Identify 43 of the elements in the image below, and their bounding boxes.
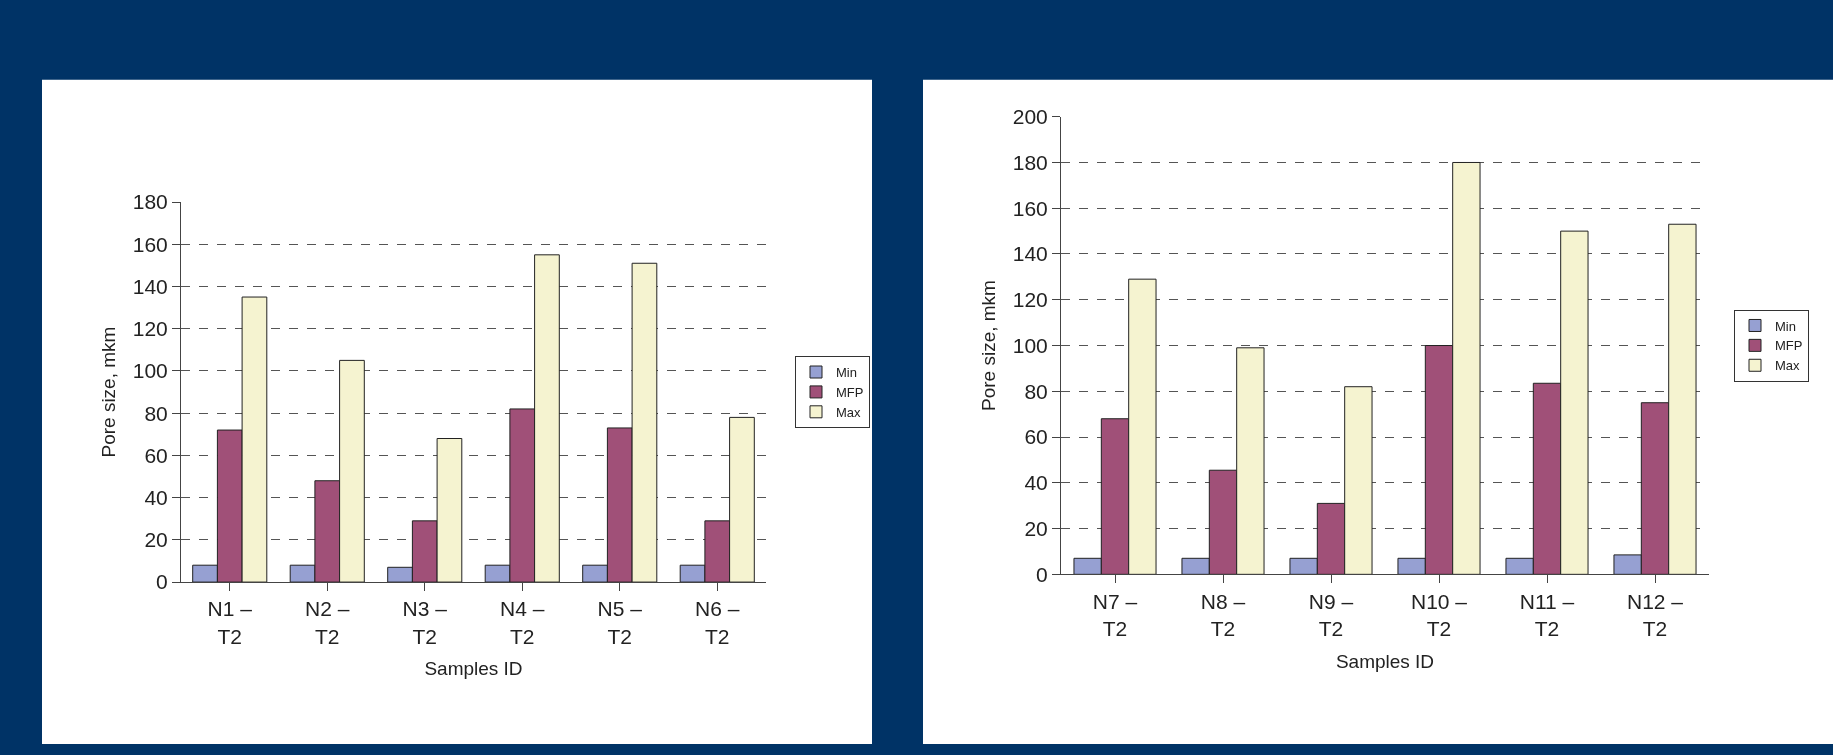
y-axis-title: Pore size, mkm bbox=[97, 326, 119, 458]
y-tick-label: 180 bbox=[132, 190, 168, 214]
y-tick-label: 20 bbox=[144, 528, 168, 552]
y-tick-label: 60 bbox=[144, 443, 168, 467]
x-tick-label: N12 – T2 bbox=[1626, 589, 1684, 640]
legend-label: MFP bbox=[836, 384, 864, 400]
y-tick-label: 100 bbox=[1012, 333, 1048, 357]
x-tick-label: N6 – T2 bbox=[695, 597, 740, 648]
x-tick-label: N5 – T2 bbox=[597, 597, 643, 648]
y-tick-label: 120 bbox=[1012, 288, 1048, 312]
y-tick-label: 160 bbox=[132, 232, 168, 256]
legend-label: Min bbox=[836, 365, 857, 381]
legend-label: Max bbox=[836, 404, 862, 420]
x-tick-label: N3 – T2 bbox=[402, 597, 448, 648]
x-axis-title: Samples ID bbox=[1335, 650, 1435, 672]
y-tick-label: 0 bbox=[1036, 562, 1048, 586]
x-tick-label: N8 – T2 bbox=[1200, 589, 1246, 640]
x-tick-label: N7 – T2 bbox=[1092, 589, 1138, 640]
x-tick-label: N4 – T2 bbox=[500, 597, 545, 648]
x-tick-label: N2 – T2 bbox=[305, 597, 350, 648]
x-tick-label: N11 – T2 bbox=[1519, 589, 1575, 640]
y-tick-label: 20 bbox=[1024, 516, 1048, 540]
y-tick-label: 200 bbox=[1012, 105, 1048, 129]
x-axis-title: Samples ID bbox=[424, 658, 523, 680]
y-tick-label: 0 bbox=[156, 570, 168, 594]
y-tick-label: 60 bbox=[1024, 425, 1048, 449]
y-tick-label: 120 bbox=[132, 317, 168, 341]
x-tick-label: N9 – T2 bbox=[1308, 589, 1354, 640]
y-tick-label: 80 bbox=[144, 401, 168, 425]
y-axis-title: Pore size, mkm bbox=[977, 280, 999, 411]
y-tick-label: 40 bbox=[1024, 471, 1048, 495]
y-tick-label: 180 bbox=[1012, 150, 1048, 174]
legend-label: Min bbox=[1775, 318, 1796, 334]
y-tick-label: 40 bbox=[144, 485, 168, 509]
x-tick-label: N10 – T2 bbox=[1410, 589, 1468, 640]
y-tick-label: 160 bbox=[1012, 196, 1048, 220]
y-tick-label: 80 bbox=[1024, 379, 1048, 403]
legend-label: MFP bbox=[1775, 338, 1803, 354]
x-tick-label: N1 – T2 bbox=[207, 597, 253, 648]
y-tick-label: 140 bbox=[1012, 242, 1048, 266]
legend-label: Max bbox=[1775, 358, 1801, 374]
y-tick-label: 140 bbox=[132, 274, 168, 298]
y-tick-label: 100 bbox=[132, 359, 168, 383]
